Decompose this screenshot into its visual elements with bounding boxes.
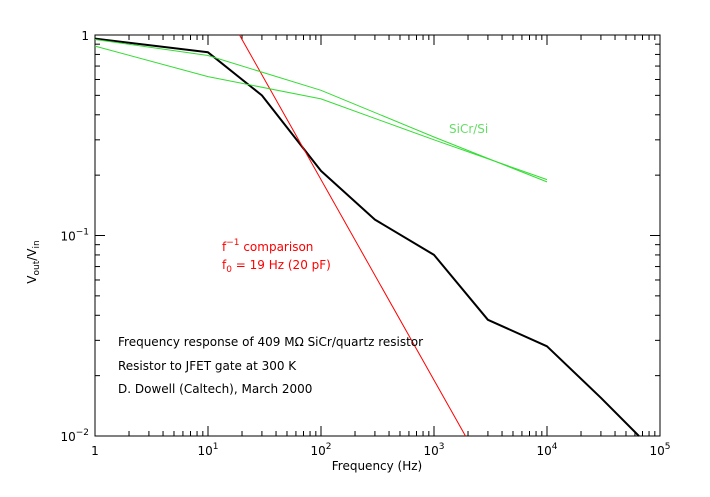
x-tick-label: 105 xyxy=(649,442,670,458)
x-tick-label: 1 xyxy=(91,444,99,458)
x-tick-label: 101 xyxy=(197,442,218,458)
series-line-f-inverse xyxy=(239,34,466,437)
x-tick-label: 102 xyxy=(310,442,331,458)
f0-value-label: f0 = 19 Hz (20 pF) xyxy=(222,258,331,275)
ticks xyxy=(94,35,660,437)
y-axis-title: Vout/Vin xyxy=(25,240,42,283)
tick-labels: 1 101 102 103 104 105 10−2 10−1 1 xyxy=(60,29,670,458)
x-tick-label: 104 xyxy=(536,442,557,458)
x-axis-title: Frequency (Hz) xyxy=(332,459,423,473)
note-line-1: Frequency response of 409 MΩ SiCr/quartz… xyxy=(118,335,423,349)
series-group xyxy=(94,34,640,437)
y-tick-label: 1 xyxy=(81,29,89,43)
y-tick-label: 10−2 xyxy=(60,428,89,444)
series-line-sicr-lower xyxy=(94,45,548,181)
y-tick-label: 10−1 xyxy=(60,228,89,244)
x-tick-label: 103 xyxy=(423,442,444,458)
plot-frame xyxy=(94,34,661,437)
series-line-sicr-upper xyxy=(94,39,548,183)
note-line-2: Resistor to JFET gate at 300 K xyxy=(118,359,297,373)
f-inverse-comparison-label: f−1 comparison xyxy=(222,238,313,254)
series-line-measured xyxy=(94,37,640,437)
note-line-3: D. Dowell (Caltech), March 2000 xyxy=(118,382,312,396)
series-label-sicr-si: SiCr/Si xyxy=(449,122,488,136)
